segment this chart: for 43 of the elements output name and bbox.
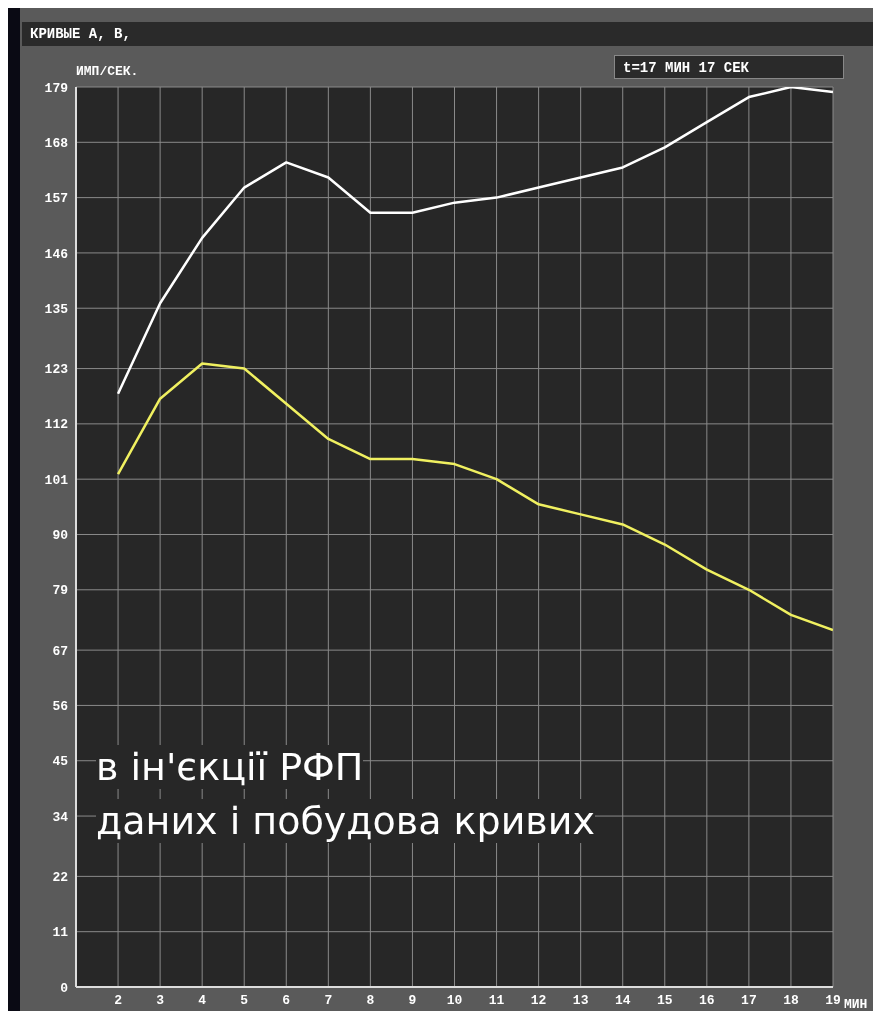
x-tick-label: 7 (324, 993, 333, 1009)
y-tick-label: 112 (44, 417, 69, 433)
y-axis-title: ИМП/СЕК. (76, 64, 139, 79)
y-tick-label: 34 (52, 809, 69, 825)
x-tick-label: 2 (114, 993, 123, 1009)
y-tick-label: 146 (44, 246, 69, 262)
x-tick-label: 4 (198, 993, 207, 1009)
y-tick-label: 101 (44, 472, 69, 488)
y-tick-label: 56 (52, 699, 69, 715)
y-tick-label: 67 (52, 643, 68, 659)
y-tick-label: 179 (44, 80, 69, 96)
x-tick-label: 8 (366, 993, 375, 1009)
line-series (116, 87, 833, 395)
y-tick-label: 90 (52, 528, 69, 544)
y-tick-label: 123 (44, 362, 69, 378)
x-tick-label: 16 (699, 993, 715, 1009)
y-tick-label: 22 (52, 870, 69, 885)
x-tick-label: 13 (572, 993, 589, 1009)
x-tick-label: 14 (614, 993, 631, 1009)
y-tick-label: 11 (52, 925, 69, 941)
x-tick-label: 5 (240, 993, 249, 1009)
x-axis-title: МИН (844, 996, 868, 1012)
y-tick-label: 0 (60, 980, 69, 996)
x-tick-label: 17 (741, 993, 757, 1009)
x-tick-label: 18 (783, 993, 799, 1009)
annotation: в ін'єкції РФП (96, 745, 364, 789)
line-series (116, 362, 833, 632)
y-tick-label: 79 (52, 583, 69, 599)
x-tick-label: 6 (282, 993, 291, 1009)
text: t=17 МИН 17 СЕК (614, 55, 844, 79)
x-tick-label: 15 (656, 993, 673, 1009)
chart-title: КРИВЫЕ A, B, (22, 22, 873, 46)
x-tick-label: 10 (446, 993, 463, 1009)
x-tick-label: 11 (488, 993, 505, 1009)
x-tick-label: 3 (156, 993, 165, 1009)
y-tick-label: 45 (52, 754, 69, 770)
x-tick-label: 12 (530, 993, 547, 1009)
annotation: даних і побудова кривих (96, 799, 595, 843)
x-tick-label: 9 (408, 993, 417, 1009)
y-tick-label: 168 (44, 135, 69, 151)
y-tick-label: 157 (44, 191, 68, 207)
x-tick-label: 19 (825, 993, 841, 1009)
y-tick-label: 135 (44, 301, 69, 317)
